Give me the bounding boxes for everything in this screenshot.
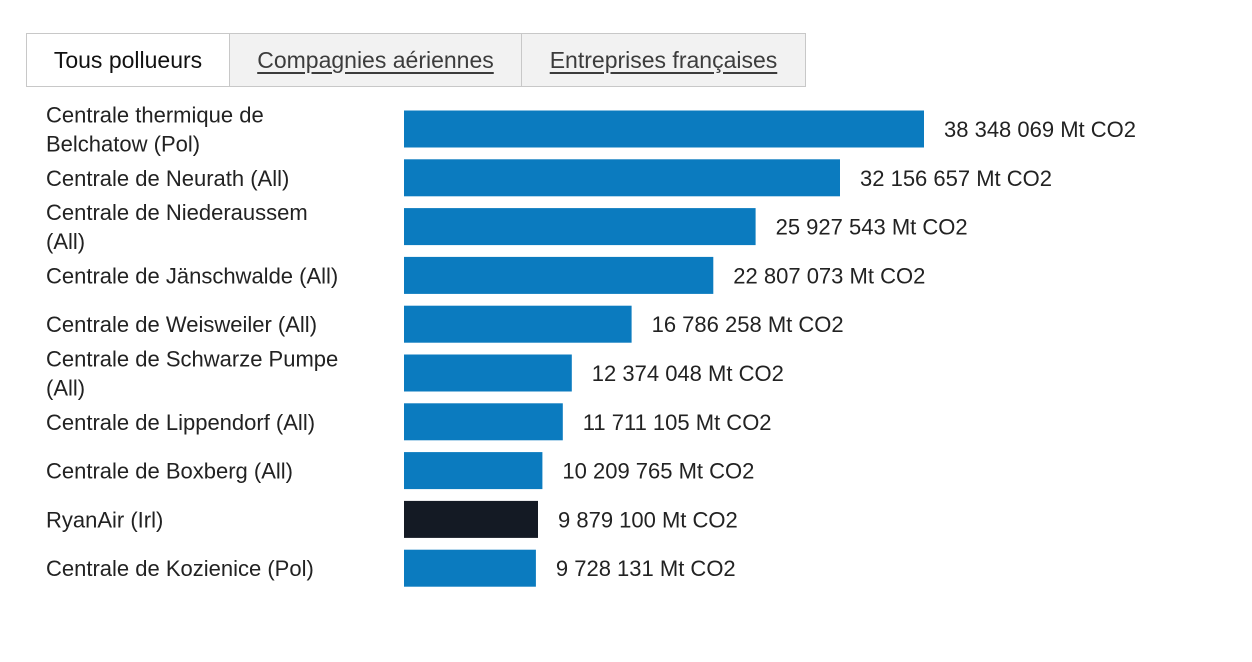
category-label: Centrale de Neurath (All) (46, 166, 289, 191)
category-label: Centrale de Kozienice (Pol) (46, 556, 314, 581)
tab-entreprises-francaises[interactable]: Entreprises françaises (521, 34, 805, 86)
bar (404, 256, 714, 294)
filter-tabs: Tous pollueurs Compagnies aériennes Entr… (26, 33, 806, 87)
value-label: 25 927 543 Mt CO2 (776, 215, 968, 240)
bar (404, 549, 536, 587)
value-label: 9 879 100 Mt CO2 (558, 507, 738, 532)
tab-label: Compagnies aériennes (257, 46, 494, 73)
value-label: 9 728 131 Mt CO2 (556, 556, 736, 581)
category-label: Centrale de Schwarze Pumpe (All) (46, 347, 338, 401)
category-label: Centrale de Weisweiler (All) (46, 312, 317, 337)
tab-label: Entreprises françaises (549, 46, 778, 73)
category-label: Centrale thermique de Belchatow (Pol) (46, 103, 264, 157)
category-label: Centrale de Jänschwalde (All) (46, 263, 338, 288)
category-label: Centrale de Niederaussem (All) (46, 200, 308, 254)
bar (404, 452, 543, 490)
category-label: Centrale de Boxberg (All) (46, 459, 293, 484)
category-label: RyanAir (Irl) (46, 507, 163, 532)
bar (404, 403, 563, 441)
value-label: 11 711 105 Mt CO2 (583, 410, 772, 435)
value-label: 38 348 069 Mt CO2 (944, 117, 1136, 142)
tab-compagnies-aeriennes[interactable]: Compagnies aériennes (229, 34, 521, 86)
bar (404, 500, 538, 538)
value-label: 16 786 258 Mt CO2 (652, 312, 844, 337)
value-label: 22 807 073 Mt CO2 (733, 263, 925, 288)
bar (404, 208, 756, 246)
value-label: 12 374 048 Mt CO2 (592, 361, 784, 386)
tab-label: Tous pollueurs (53, 46, 203, 73)
category-label: Centrale de Lippendorf (All) (46, 410, 315, 435)
tab-tous-pollueurs[interactable]: Tous pollueurs (27, 34, 229, 86)
value-label: 32 156 657 Mt CO2 (860, 166, 1052, 191)
bar (404, 110, 924, 148)
bar (404, 305, 632, 343)
bar (404, 354, 572, 392)
bar (404, 159, 840, 197)
value-label: 10 209 765 Mt CO2 (562, 459, 754, 484)
